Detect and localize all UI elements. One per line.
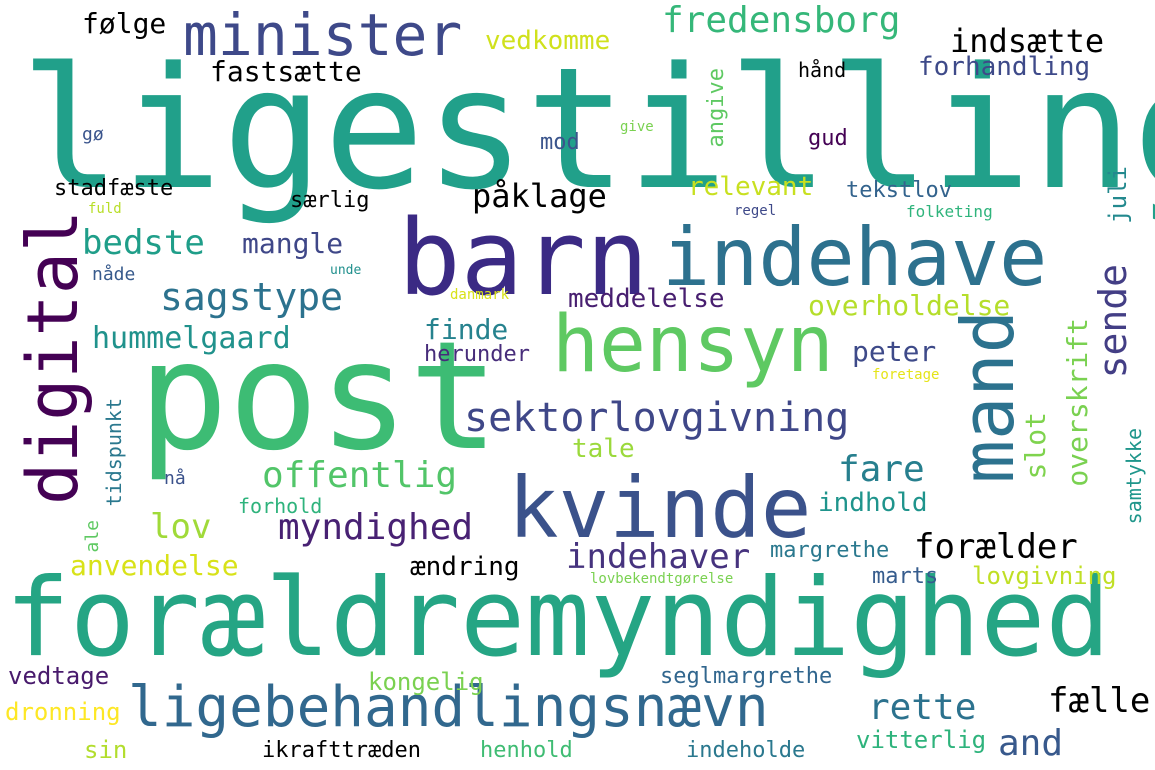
word-tidspunkt: tidspunkt (102, 398, 126, 507)
word-and: and (998, 723, 1064, 764)
word-forhold: forhold (238, 494, 323, 518)
word-dronning: dronning (5, 698, 121, 726)
word-naa: nå (164, 468, 186, 489)
word-herunder: herunder (424, 342, 530, 367)
word-relevant: relevant (688, 172, 814, 202)
word-sektorlovgivning: sektorlovgivning (464, 395, 850, 441)
word-juli: juli (1104, 166, 1132, 224)
word-sende: sende (1091, 264, 1135, 379)
word-fare: fare (838, 449, 925, 490)
word-hummelgaard: hummelgaard (92, 321, 291, 356)
word-stadfaeste: stadfæste (54, 176, 174, 201)
word-post: post (138, 310, 500, 484)
word-sagstype: sagstype (160, 275, 344, 319)
word-indsaette: indsætte (950, 22, 1105, 60)
word-overskrift: overskrift (1061, 318, 1094, 487)
word-aendring: ændring (410, 552, 520, 582)
word-peter: peter (852, 335, 937, 368)
word-digital: digital (12, 210, 94, 506)
word-kongelig: kongelig (368, 668, 484, 696)
word-lov: lov (150, 507, 212, 547)
word-lovgivning: lovgivning (972, 562, 1117, 590)
word-myndighed: myndighed (278, 507, 474, 548)
word-gud: gud (808, 126, 848, 151)
word-tekstlov: tekstlov (846, 178, 952, 203)
word-haand: hånd (798, 58, 847, 82)
word-indhold: indhold (818, 488, 928, 518)
word-folketing: folketing (906, 202, 993, 221)
word-finde: finde (424, 313, 509, 346)
word-tale: tale (572, 434, 635, 464)
word-naade: nåde (92, 264, 136, 285)
word-vedkomme: vedkomme (485, 26, 611, 56)
word-vitterlig: vitterlig (856, 726, 987, 754)
word-paaklage: påklage (472, 177, 607, 215)
word-margrethe: margrethe (770, 538, 890, 563)
word-samtykke: samtykke (1122, 428, 1146, 525)
word-mand: mand (946, 310, 1030, 484)
word-give: give (620, 119, 654, 135)
word-slot: slot (1019, 412, 1052, 480)
word-ligebehandlingsnaevn: ligebehandlingsnævn (128, 675, 769, 740)
word-rette: rette (868, 687, 977, 728)
word-ale: ale (82, 520, 103, 553)
word-mod: mod (540, 130, 580, 155)
word-lovbekendtgoerelse: lovbekendtgørelse (590, 571, 734, 587)
word-anvendelse: anvendelse (70, 549, 239, 582)
word-bedste: bedste (82, 223, 205, 263)
word-faelle: fælle (1048, 681, 1151, 721)
word-fuld: fuld (88, 201, 122, 217)
word-indehave: indehave (662, 211, 1048, 304)
word-foelge: følge (82, 7, 167, 40)
word-danmark: danmark (450, 287, 510, 303)
word-forhandling: forhandling (918, 52, 1091, 82)
word-minister: minister (183, 1, 463, 69)
word-saerlig: særlig (290, 188, 370, 213)
word-indeholde: indeholde (686, 738, 806, 763)
word-fredensborg: fredensborg (662, 0, 901, 41)
word-fastsaette: fastsætte (210, 55, 362, 88)
word-regel: regel (734, 203, 777, 219)
word-barn: barn (398, 197, 649, 319)
word-foretage: foretage (872, 367, 940, 383)
word-goe: gø (82, 124, 104, 145)
word-henhold: henhold (480, 738, 573, 763)
word-sin: sin (84, 736, 128, 764)
word-vedtage: vedtage (8, 662, 110, 690)
word-ligestilling: ligestilling (20, 31, 1155, 227)
word-foraeldremyndighed: forældremyndighed (5, 556, 1111, 681)
word-foraelder: forælder (914, 527, 1078, 567)
word-kvinde: kvinde (508, 459, 812, 557)
word-seglmargrethe: seglmargrethe (660, 664, 833, 689)
word-offentlig: offentlig (262, 455, 458, 496)
word-unde: unde (330, 263, 362, 278)
word-angive: angive (704, 68, 729, 148)
word-mangle: mangle (242, 227, 344, 260)
word-indehaver: indehaver (566, 537, 751, 577)
word-overholdelse: overholdelse (808, 289, 1011, 322)
word-ikrafttraeden: ikrafttræden (262, 738, 421, 763)
word-meddelelse: meddelelse (568, 284, 725, 314)
word-hensyn: hensyn (552, 300, 834, 390)
word-marts: marts (872, 564, 939, 589)
